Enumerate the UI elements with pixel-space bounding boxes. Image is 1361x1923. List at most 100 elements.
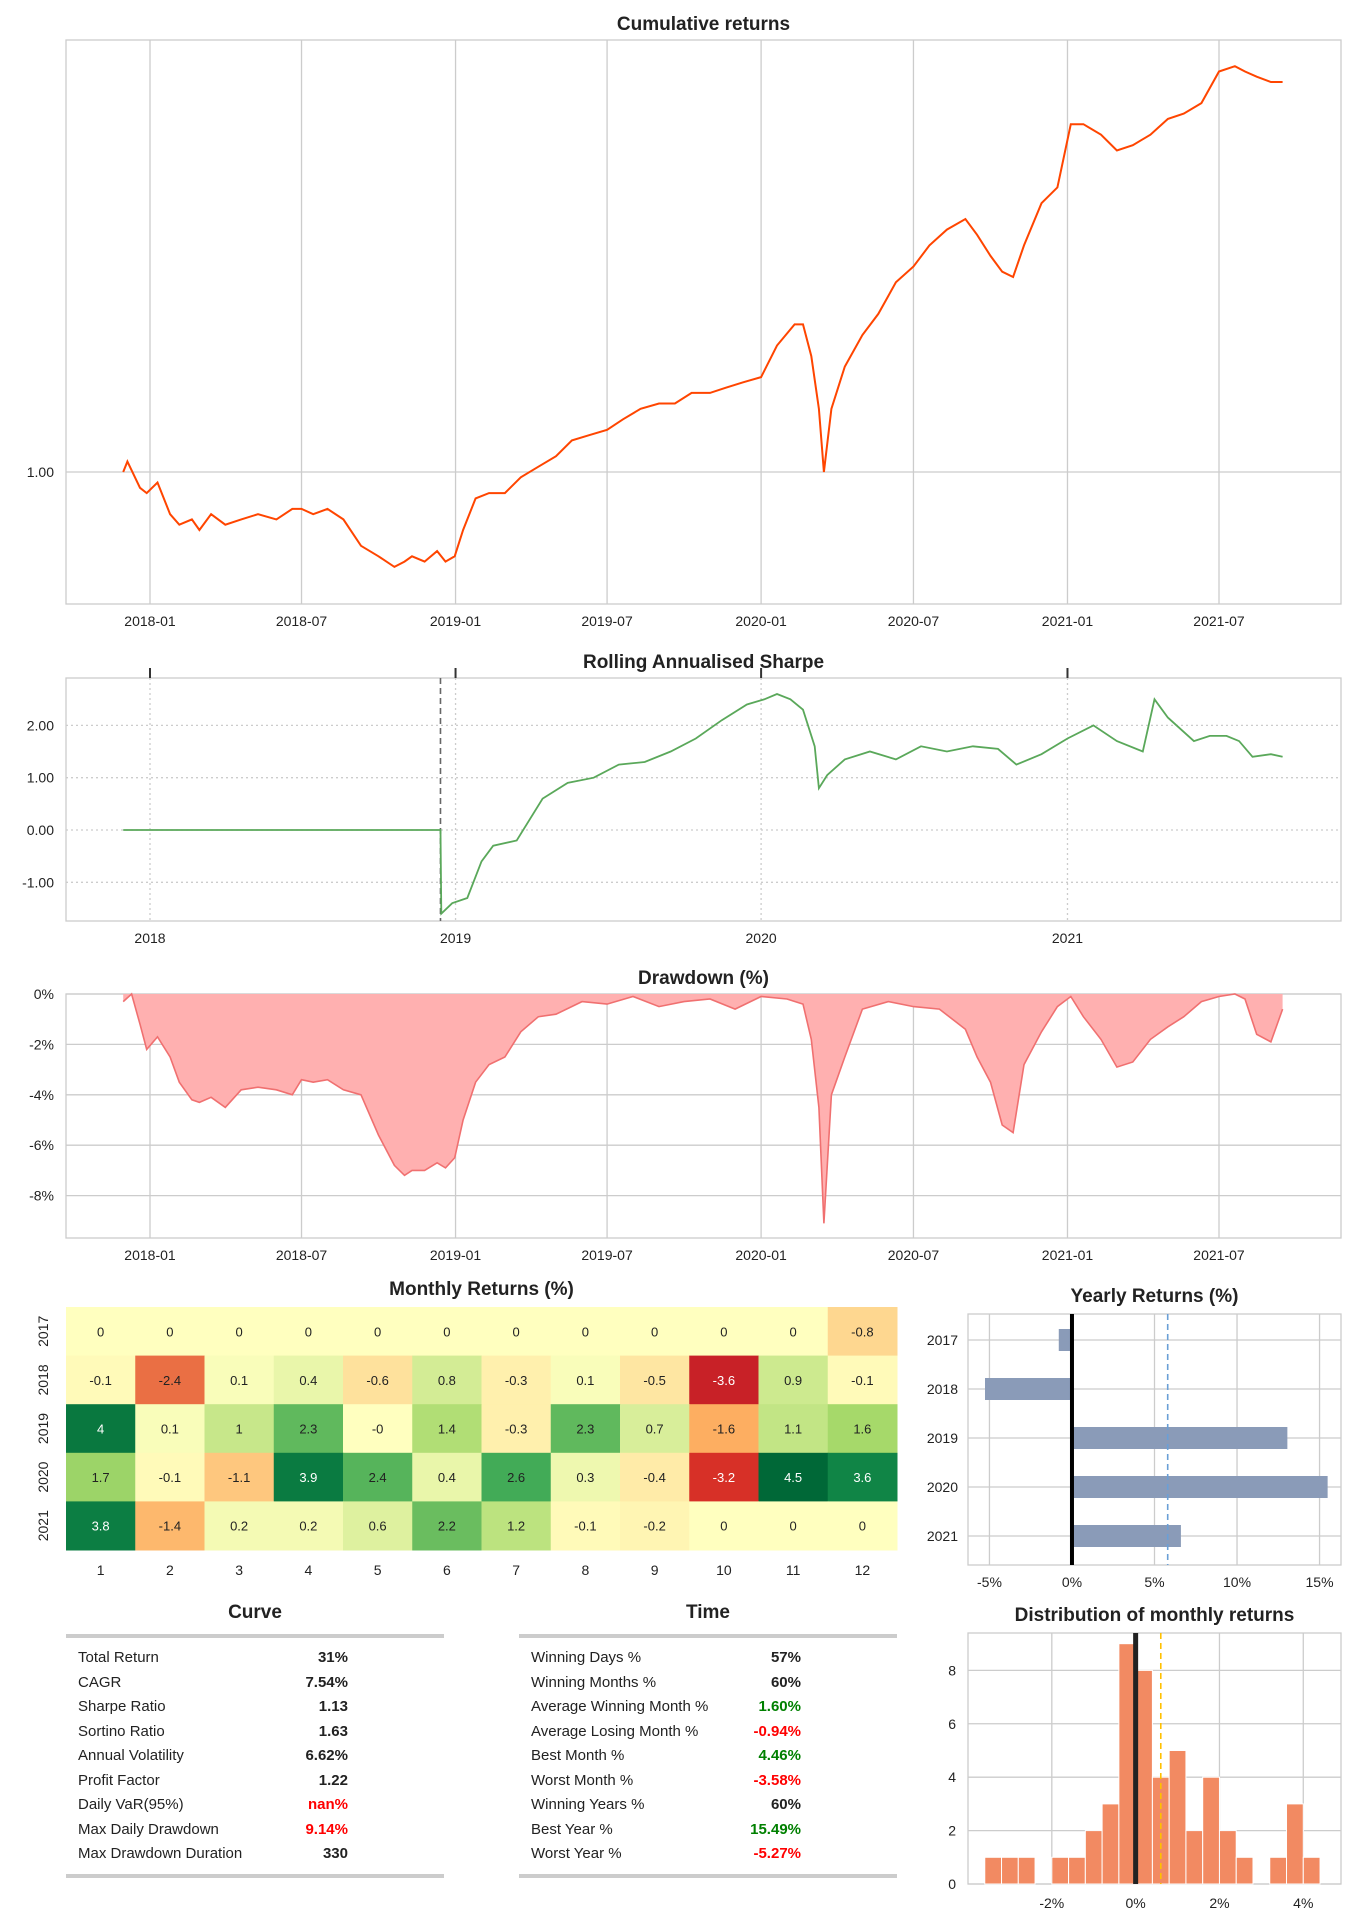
stat-value: 1.13 xyxy=(318,1698,348,1715)
heatmap-cell xyxy=(481,1307,552,1357)
heatmap-cell-value: 0.1 xyxy=(576,1373,594,1388)
heatmap-cell-value: -0.1 xyxy=(159,1470,181,1485)
heatmap-cell-value: 0 xyxy=(720,1324,727,1339)
heatmap-cell xyxy=(412,1355,482,1405)
curve-table-top-rule xyxy=(66,1634,444,1638)
curve-stats-table: Curve Total Return 31% CAGR 7.54% Sharpe Rat… xyxy=(66,1602,444,1878)
stat-row: Average Winning Month % 1.60% xyxy=(519,1695,897,1720)
stat-value: 1.60% xyxy=(758,1698,801,1715)
heatmap-cell xyxy=(412,1452,482,1502)
yearly-x-tick-label: 0% xyxy=(1062,1574,1082,1590)
heatmap-cell-value: 1.2 xyxy=(507,1519,525,1534)
stat-label: Total Return xyxy=(78,1649,159,1666)
stat-row: Worst Month % -3.58% xyxy=(519,1769,897,1794)
cumulative-x-tick-label: 2018-01 xyxy=(124,613,176,629)
heatmap-cell xyxy=(550,1452,621,1502)
distribution-x-tick-label: 2% xyxy=(1209,1895,1229,1911)
stat-value: 15.49% xyxy=(750,1820,801,1838)
heatmap-cell xyxy=(758,1355,829,1405)
stat-label: CAGR xyxy=(78,1673,122,1691)
drawdown-x-tick-label: 2020-01 xyxy=(735,1247,787,1263)
drawdown-y-tick-label: -4% xyxy=(29,1087,54,1103)
drawdown-y-tick-label: -2% xyxy=(29,1036,54,1052)
heatmap-cell-value: 0 xyxy=(582,1324,589,1339)
heatmap-cell-value: 0 xyxy=(790,1519,797,1534)
heatmap-cell-value: -0.4 xyxy=(643,1470,665,1485)
heatmap-cell xyxy=(620,1404,690,1454)
rolling_sharpe-y-tick-label: 2.00 xyxy=(27,717,54,733)
drawdown-area xyxy=(123,994,1283,1224)
stat-row: Winning Years % 60% xyxy=(519,1793,897,1818)
yearly-category-label: 2020 xyxy=(927,1479,958,1495)
yearly-returns-title: Yearly Returns (%) xyxy=(1071,1286,1239,1307)
heatmap-cell xyxy=(550,1404,621,1454)
heatmap-cell xyxy=(689,1355,759,1405)
rolling_sharpe-y-tick-label: 0.00 xyxy=(27,822,54,838)
distribution-bar xyxy=(1135,1669,1153,1885)
heatmap-cell xyxy=(481,1404,552,1454)
heatmap-cell xyxy=(135,1452,205,1502)
heatmap-cell-value: 0.2 xyxy=(299,1519,317,1534)
heatmap-cell xyxy=(758,1501,829,1551)
yearly-x-tick-label: 5% xyxy=(1144,1574,1164,1590)
heatmap-month-label: 4 xyxy=(304,1562,312,1578)
heatmap-cell xyxy=(689,1452,759,1502)
heatmap-cell xyxy=(135,1501,205,1551)
drawdown-title: Drawdown (%) xyxy=(638,968,769,989)
cumulative-y-tick-label: 1.00 xyxy=(27,464,54,480)
cumulative-x-tick-label: 2020-01 xyxy=(735,613,787,629)
heatmap-cell-value: 0 xyxy=(720,1519,727,1534)
rolling_sharpe-x-tick-label: 2018 xyxy=(134,930,165,946)
heatmap-year-label: 2021 xyxy=(35,1510,51,1541)
rolling_sharpe-y-tick-label: 1.00 xyxy=(27,770,54,786)
heatmap-cell-value: -1.6 xyxy=(713,1422,735,1437)
heatmap-cell-value: 2.3 xyxy=(299,1422,317,1437)
heatmap-cell-value: 0 xyxy=(374,1324,381,1339)
yearly-return-bar xyxy=(1058,1329,1072,1351)
distribution-y-tick-label: 2 xyxy=(948,1823,956,1839)
distribution-bar xyxy=(1302,1856,1321,1885)
yearly-return-bar xyxy=(1071,1525,1181,1547)
heatmap-cell-value: 1.7 xyxy=(92,1470,110,1485)
distribution-y-tick-label: 8 xyxy=(948,1662,956,1678)
heatmap-cell-value: 2.2 xyxy=(438,1519,456,1534)
heatmap-cell-value: 0.4 xyxy=(299,1373,317,1388)
heatmap-cell-value: 4.5 xyxy=(784,1470,802,1485)
heatmap-cell-value: 3.9 xyxy=(299,1470,317,1485)
drawdown-line xyxy=(122,992,1284,1224)
distribution-bar xyxy=(984,1856,1003,1885)
drawdown-y-tick-label: -8% xyxy=(29,1188,54,1204)
heatmap-cell xyxy=(66,1355,136,1405)
yearly-category-label: 2017 xyxy=(927,1332,958,1348)
rolling_sharpe-x-tick-label: 2019 xyxy=(440,930,471,946)
heatmap-cell xyxy=(481,1355,552,1405)
drawdown-x-tick-label: 2018-07 xyxy=(276,1247,328,1263)
distribution-bar xyxy=(1001,1856,1019,1885)
heatmap-cell xyxy=(412,1501,482,1551)
heatmap-cell xyxy=(273,1307,344,1357)
stat-row: Max Drawdown Duration 330 xyxy=(66,1842,444,1867)
time-table-rows: Winning Days % 57% Winning Months % 60% Aver… xyxy=(519,1646,897,1867)
stat-value: 330 xyxy=(322,1845,348,1862)
cumulative-title: Cumulative returns xyxy=(617,14,790,35)
stat-value: 1.63 xyxy=(318,1722,348,1740)
heatmap-cell xyxy=(66,1452,136,1502)
cumulative-x-tick-label: 2019-01 xyxy=(430,613,482,629)
stat-value: 31% xyxy=(317,1649,348,1666)
distribution-bar xyxy=(1235,1856,1254,1885)
stat-row: Daily VaR(95%) nan% xyxy=(66,1793,444,1818)
heatmap-cell xyxy=(689,1404,759,1454)
heatmap-cell-value: 0 xyxy=(859,1519,866,1534)
curve-table-title: Curve xyxy=(228,1602,282,1623)
distribution-bar xyxy=(1068,1856,1086,1885)
distribution-bar xyxy=(1051,1856,1070,1885)
drawdown-y-tick-label: 0% xyxy=(34,986,54,1002)
heatmap-cell xyxy=(135,1307,205,1357)
distribution-x-tick-label: 4% xyxy=(1293,1895,1313,1911)
heatmap-cell-value: 0 xyxy=(236,1324,243,1339)
heatmap-cell xyxy=(412,1307,482,1357)
curve-table-rows: Total Return 31% CAGR 7.54% Sharpe Ratio 1.13… xyxy=(66,1646,444,1867)
distribution-y-tick-label: 6 xyxy=(948,1716,956,1732)
stat-label: Max Daily Drawdown xyxy=(78,1820,219,1838)
stat-label: Winning Years % xyxy=(531,1796,645,1813)
